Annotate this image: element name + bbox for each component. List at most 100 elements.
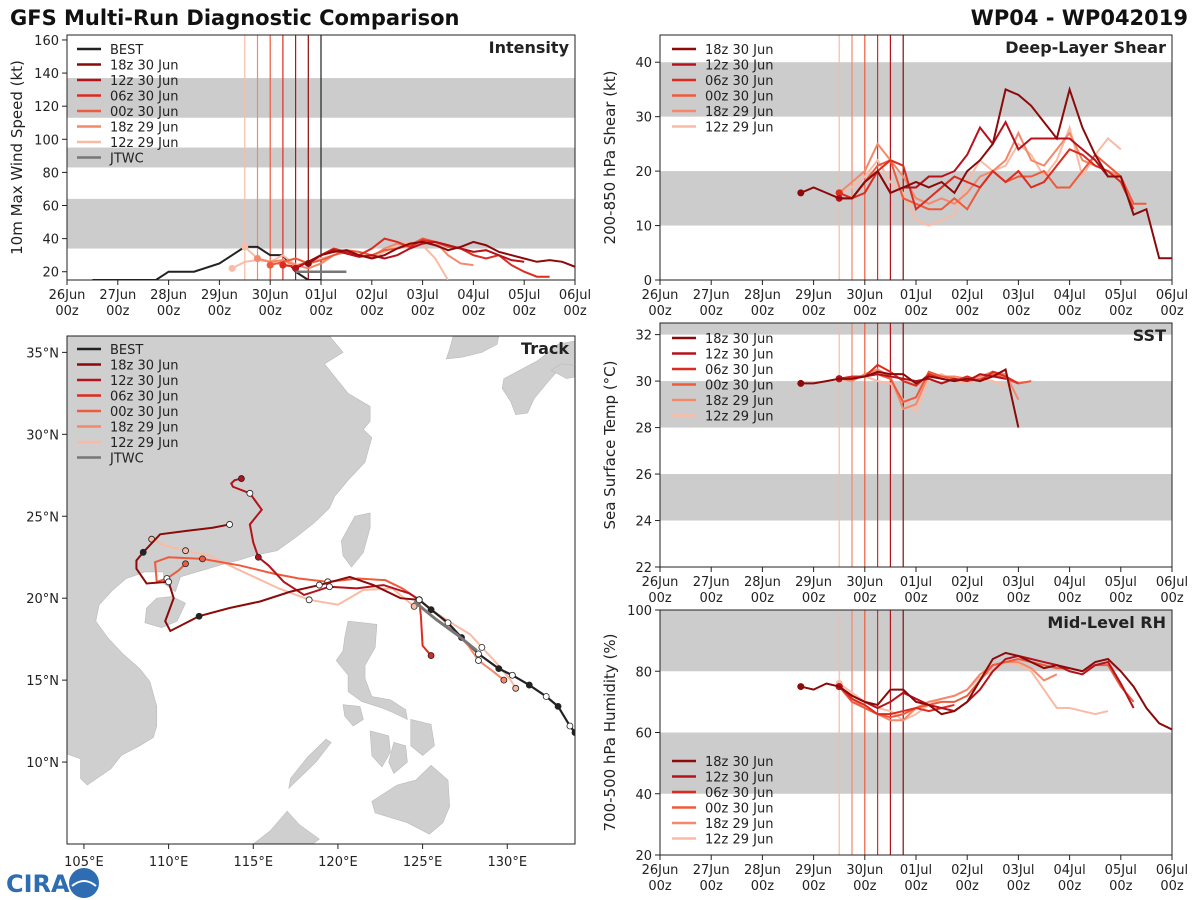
track-legend-label: 12z 29 Jun [110, 436, 179, 451]
intensity-x-tick-label: 04Jul [457, 288, 489, 303]
sst-x-tick-label: 00z [802, 591, 826, 606]
sst-x-tick-label: 02Jul [951, 575, 983, 590]
shear-x-tick-label: 29Jun [795, 288, 832, 303]
intensity-legend-label: JTWC [109, 152, 144, 167]
intensity-x-tick-label: 00z [157, 304, 181, 319]
shear-x-tick-label: 00z [853, 304, 877, 319]
rh-x-tick-label: 00z [802, 879, 826, 894]
track-marker [140, 549, 146, 555]
sst-x-tick-label: 06Jul [1156, 575, 1188, 590]
rh-x-tick-label: 06Jul [1156, 863, 1188, 878]
sst-x-tick-label: 01Jul [900, 575, 932, 590]
shear-x-tick-label: 27Jun [693, 288, 730, 303]
track-legend-label: 12z 30 Jun [110, 374, 179, 389]
track-y-tick-label: 20°N [26, 592, 59, 607]
sst-x-tick-label: 26Jun [642, 575, 679, 590]
rh-x-tick-label: 00z [648, 879, 672, 894]
rh-legend-label: 18z 30 Jun [705, 755, 774, 770]
intensity-legend-label: BEST [110, 43, 143, 58]
rh-y-tick-label: 80 [635, 665, 652, 680]
intensity-panel: 26Jun00z27Jun00z28Jun00z29Jun00z30Jun00z… [8, 34, 591, 319]
sst-y-tick-label: 30 [635, 375, 652, 390]
sst-y-tick-label: 24 [635, 515, 652, 530]
shear-x-tick-label: 00z [1058, 304, 1082, 319]
sst-x-tick-label: 00z [956, 591, 980, 606]
sst-x-tick-label: 00z [1058, 591, 1082, 606]
sst-panel: 26Jun00z27Jun00z28Jun00z29Jun00z30Jun00z… [601, 323, 1188, 606]
sst-panel-title: SST [1133, 326, 1166, 345]
intensity-x-tick-label: 00z [462, 304, 486, 319]
intensity-x-tick-label: 28Jun [150, 288, 187, 303]
shear-y-tick-label: 10 [635, 220, 652, 235]
shear-x-tick-label: 00z [802, 304, 826, 319]
shear-x-tick-label: 05Jul [1105, 288, 1137, 303]
track-marker [428, 653, 434, 659]
sst-x-tick-label: 00z [1109, 591, 1133, 606]
rh-y-tick-label: 40 [635, 788, 652, 803]
rh-x-tick-label: 30Jun [846, 863, 883, 878]
track-y-tick-label: 10°N [26, 756, 59, 771]
rh-x-tick-label: 29Jun [795, 863, 832, 878]
shear-x-tick-label: 00z [904, 304, 928, 319]
intensity-run-init-marker [267, 262, 274, 269]
intensity-panel-title: Intensity [489, 38, 570, 57]
undefined [343, 705, 363, 726]
track-marker [501, 677, 507, 683]
rh-x-tick-label: 05Jul [1105, 863, 1137, 878]
track-marker [183, 548, 189, 554]
rh-y-tick-label: 60 [635, 727, 652, 742]
track-legend-label: 06z 30 Jun [110, 390, 179, 405]
shear-x-tick-label: 00z [1007, 304, 1031, 319]
track-y-tick-label: 25°N [26, 510, 59, 525]
track-marker [326, 584, 332, 590]
sst-run-init-marker [797, 380, 804, 387]
undefined [253, 811, 319, 844]
track-best-marker [496, 666, 502, 672]
rh-legend-label: 12z 30 Jun [705, 771, 774, 786]
shear-x-tick-label: 04Jul [1053, 288, 1085, 303]
track-best-marker [567, 723, 573, 729]
rh-x-tick-label: 00z [700, 879, 724, 894]
track-best-marker [543, 694, 549, 700]
track-y-tick-label: 35°N [26, 346, 59, 361]
sst-legend-label: 06z 30 Jun [705, 363, 774, 378]
track-legend-label: JTWC [109, 452, 144, 467]
intensity-x-tick-label: 00z [106, 304, 130, 319]
intensity-run-init-marker [279, 262, 286, 269]
shear-x-tick-label: 00z [648, 304, 672, 319]
sst-legend-label: 18z 29 Jun [705, 394, 774, 409]
sst-x-tick-label: 27Jun [693, 575, 730, 590]
cira-logo-text: CIRA [6, 870, 70, 898]
intensity-y-tick-label: 100 [34, 133, 59, 148]
track-marker [238, 476, 244, 482]
sst-x-tick-label: 03Jul [1002, 575, 1034, 590]
shear-x-tick-label: 01Jul [900, 288, 932, 303]
rh-panel-title: Mid-Level RH [1047, 613, 1166, 632]
track-y-tick-label: 30°N [26, 428, 59, 443]
shear-legend-label: 12z 29 Jun [705, 121, 774, 136]
track-legend-label: 18z 29 Jun [110, 421, 179, 436]
track-panel: 105°E 110°E 115°E 120°E 125°E 130°E10°N15°N20… [26, 336, 578, 870]
rh-x-tick-label: 00z [751, 879, 775, 894]
rh-x-tick-label: 00z [1160, 879, 1184, 894]
track-legend-label: BEST [110, 343, 143, 358]
track-marker [255, 554, 261, 560]
rh-x-tick-label: 26Jun [642, 863, 679, 878]
intensity-x-tick-label: 00z [309, 304, 333, 319]
track-best-marker [509, 672, 515, 678]
sst-x-tick-label: 00z [700, 591, 724, 606]
intensity-y-tick-label: 20 [42, 266, 59, 281]
shear-legend-label: 12z 30 Jun [705, 59, 774, 74]
shear-x-tick-label: 03Jul [1002, 288, 1034, 303]
undefined [416, 336, 499, 359]
intensity-y-tick-label: 160 [34, 34, 59, 49]
intensity-x-tick-label: 00z [411, 304, 435, 319]
shear-x-tick-label: 00z [1109, 304, 1133, 319]
intensity-y-tick-label: 120 [34, 100, 59, 115]
intensity-y-tick-label: 60 [42, 200, 59, 215]
rh-x-tick-label: 28Jun [744, 863, 781, 878]
intensity-legend-label: 18z 30 Jun [110, 59, 179, 74]
intensity-x-tick-label: 30Jun [252, 288, 289, 303]
track-marker [183, 561, 189, 567]
shear-x-tick-label: 06Jul [1156, 288, 1188, 303]
